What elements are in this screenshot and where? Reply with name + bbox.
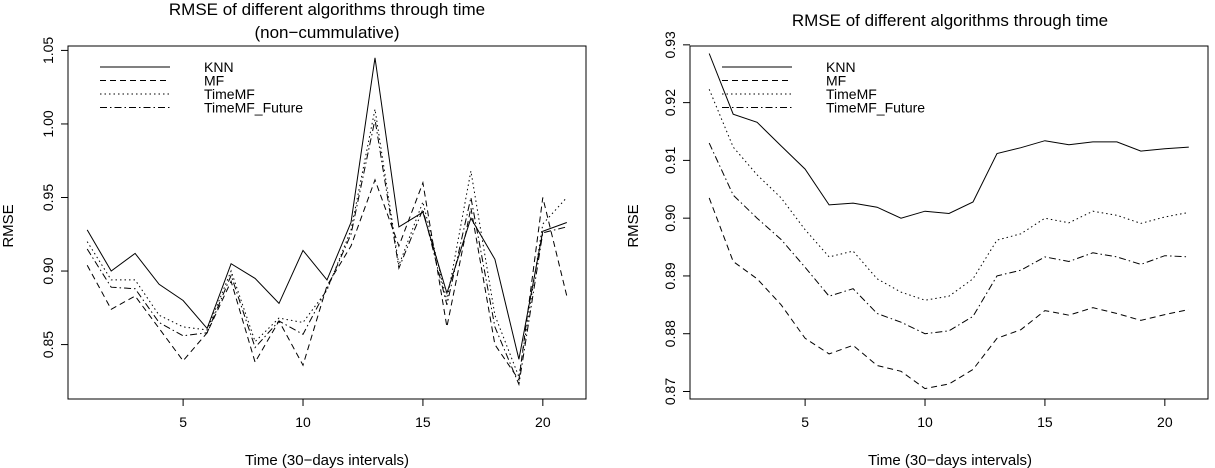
x-axis-right: 5 10 15 20 xyxy=(801,399,1173,430)
y-axis-label-right: RMSE xyxy=(625,204,642,247)
legend-label: TimeMF_Future xyxy=(204,100,303,116)
y-tick-label: 0.85 xyxy=(40,331,56,358)
legend-label: KNN xyxy=(826,59,856,75)
x-axis-label-left: Time (30−days intervals) xyxy=(245,452,409,468)
y-axis-label-left: RMSE xyxy=(0,204,17,247)
legend-label: MF xyxy=(826,73,846,89)
series-line-timemf xyxy=(708,89,1189,301)
x-tick-label: 10 xyxy=(295,414,311,430)
legend-label: TimeMF_Future xyxy=(826,100,925,116)
chart-panel-right: RMSE of different algorithms through tim… xyxy=(625,11,1209,468)
y-tick-label: 1.00 xyxy=(40,110,56,137)
series-line-mf xyxy=(86,178,568,382)
y-tick-label: 0.91 xyxy=(662,147,678,174)
x-tick-label: 5 xyxy=(179,414,187,430)
x-tick-label: 5 xyxy=(801,414,809,430)
x-tick-label: 20 xyxy=(1157,414,1173,430)
chart-subtitle-left: (non−cummulative) xyxy=(254,23,399,42)
x-tick-label: 15 xyxy=(1037,414,1053,430)
x-tick-label: 20 xyxy=(535,414,551,430)
plot-frame-left xyxy=(67,45,587,400)
chart-title-left: RMSE of different algorithms through tim… xyxy=(169,0,485,19)
series-line-timemf-future xyxy=(708,142,1189,335)
chart-title-right: RMSE of different algorithms through tim… xyxy=(792,11,1108,30)
legend-label: KNN xyxy=(204,59,234,75)
chart-panel-left: RMSE of different algorithms through tim… xyxy=(0,0,587,468)
series-line-timemf xyxy=(86,109,568,379)
y-tick-label: 0.90 xyxy=(662,204,678,231)
series-lines-left xyxy=(86,57,568,387)
x-tick-label: 15 xyxy=(415,414,431,430)
y-tick-label: 0.88 xyxy=(662,320,678,347)
y-tick-label: 1.05 xyxy=(40,37,56,64)
plot-frame-right xyxy=(689,45,1209,400)
x-tick-label: 10 xyxy=(917,414,933,430)
series-line-knn xyxy=(708,53,1189,219)
series-line-timemf-future xyxy=(86,119,567,387)
legend-label: TimeMF xyxy=(204,86,255,102)
series-line-knn xyxy=(86,57,567,360)
y-tick-label: 0.89 xyxy=(662,262,678,289)
y-tick-label: 0.90 xyxy=(40,257,56,284)
legend-label: TimeMF xyxy=(826,86,877,102)
y-tick-label: 0.93 xyxy=(662,31,678,58)
y-tick-label: 0.87 xyxy=(662,378,678,405)
legend-label: MF xyxy=(204,73,224,89)
y-tick-label: 0.95 xyxy=(40,184,56,211)
x-axis-left: 5 10 15 20 xyxy=(179,399,551,430)
x-axis-label-right: Time (30−days intervals) xyxy=(868,452,1032,468)
y-axis-left: 0.85 0.90 0.95 1.00 1.05 xyxy=(40,37,68,358)
y-tick-label: 0.92 xyxy=(662,89,678,116)
series-lines-right xyxy=(708,53,1189,390)
series-line-mf xyxy=(708,197,1189,390)
y-axis-right: 0.87 0.88 0.89 0.90 0.91 0.92 0.93 xyxy=(662,31,690,405)
